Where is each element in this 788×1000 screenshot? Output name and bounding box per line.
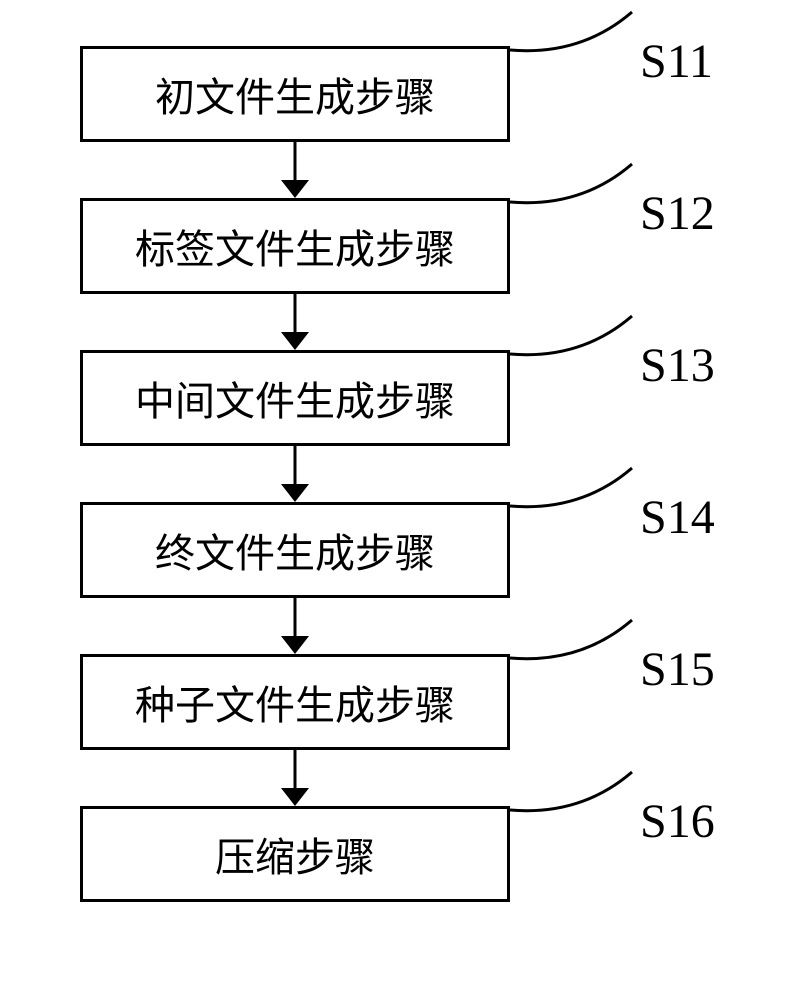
leader-line-icon	[0, 0, 788, 1000]
